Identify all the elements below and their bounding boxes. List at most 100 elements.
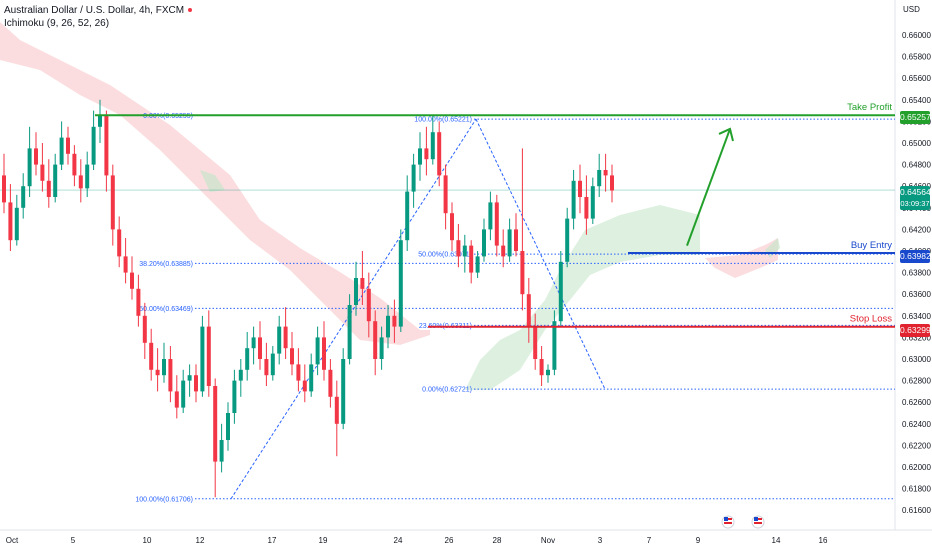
candle-body [264,359,269,376]
bar-countdown: 03:09:37 [900,199,930,208]
candle-body [296,364,301,381]
x-tick-label: 10 [143,536,152,545]
candle-body [430,132,435,160]
buy-entry-label: Buy Entry [851,240,892,251]
candle-body [2,175,6,203]
candle-body [27,148,32,187]
candle-body [578,180,582,197]
swing-line [230,118,477,500]
y-tick-label: 0.61600 [902,506,931,515]
candle-body [174,391,179,408]
candle-body [565,218,570,262]
chart-legend: Australian Dollar / U.S. Dollar, 4h, FXC… [4,4,193,30]
candle-body [59,137,64,165]
candle-body [21,186,26,208]
candle-body [322,337,326,370]
candle-body [373,321,378,359]
candle-body [290,348,294,365]
market-status-icon [188,8,193,13]
candle-body [507,229,512,257]
indicator-title[interactable]: Ichimoku (9, 26, 52, 26) [4,18,110,29]
candle-body [398,240,403,327]
candle-body [443,175,448,214]
price-tag-buy-entry: 0.63982 [900,250,931,263]
y-tick-label: 0.62800 [902,377,931,386]
candle-body [277,326,282,354]
projection-arrow-head [718,127,734,142]
candle-body [437,132,442,176]
stop-loss-label: Stop Loss [850,314,892,325]
candle-body [571,180,576,219]
candle-body [85,164,90,189]
x-tick-label: 12 [196,536,205,545]
candle-body [200,326,205,392]
candle-body [251,337,256,349]
candle-body [168,359,173,392]
symbol-title[interactable]: Australian Dollar / U.S. Dollar, 4h, FXC… [4,4,193,17]
candle-body [494,202,499,246]
x-tick-label: 24 [394,536,403,545]
candle-body [392,315,397,327]
fib-level-label: 0.00%(0.65255) [143,113,193,120]
candle-body [469,245,474,273]
candle-body [341,359,346,424]
y-tick-label: 0.64200 [902,225,931,234]
y-tick-label: 0.65400 [902,96,931,105]
y-tick-label: 0.66000 [902,31,931,40]
us-flag-canton [754,517,758,521]
fib-level-label: 50.00%(0.63971) [418,252,472,259]
candle-body [270,353,275,376]
candle-body [546,369,550,376]
candle-body [347,305,352,359]
candle-body [590,186,595,219]
candle-body [91,126,96,165]
us-flag-stripe [754,522,762,524]
ichimoku-cloud-bearish-future [705,238,778,278]
candle-body [488,202,493,230]
x-tick-label: 26 [445,536,454,545]
candle-body [360,278,365,289]
candle-body [130,272,134,289]
candle-body [155,369,160,376]
x-tick-label: 3 [598,536,603,545]
x-tick-label: 16 [819,536,828,545]
candle-body [366,288,371,322]
candle-body [162,359,166,376]
candle-body [533,326,538,359]
fib-level-label: 38.20%(0.63885) [139,261,193,268]
candle-body [226,413,230,440]
candle-body [462,245,467,257]
candle-body [610,175,614,191]
ichimoku-cloud-bullish [465,205,700,390]
candle-body [213,386,218,462]
candle-body [238,369,243,381]
candle-body [136,288,141,316]
candle-body [206,326,211,386]
candle-body [232,380,237,413]
candle-body [194,375,198,392]
candle-body [539,359,544,376]
candle-body [14,207,19,241]
candle-body [315,337,320,365]
y-tick-label: 0.65000 [902,139,931,148]
candle-body [34,148,38,165]
y-tick-label: 0.63200 [902,333,931,342]
candle-body [379,337,384,359]
candle-body [456,240,461,257]
candle-body [386,315,390,338]
fib-level-label: 0.00%(0.62721) [422,387,472,394]
candle-body [98,116,102,127]
candle-body [123,256,128,273]
fib-level-label: 100.00%(0.61706) [135,496,193,503]
fib-level-label: 100.00%(0.65221) [414,117,472,124]
price-tag-take-profit: 0.65257 [900,111,931,124]
candle-body [450,213,454,241]
candle-body [149,342,154,370]
candle-body [418,148,422,165]
candle-body [309,364,314,392]
y-tick-label: 0.63400 [902,312,931,321]
candle-body [187,375,192,381]
candle-body [283,326,288,349]
